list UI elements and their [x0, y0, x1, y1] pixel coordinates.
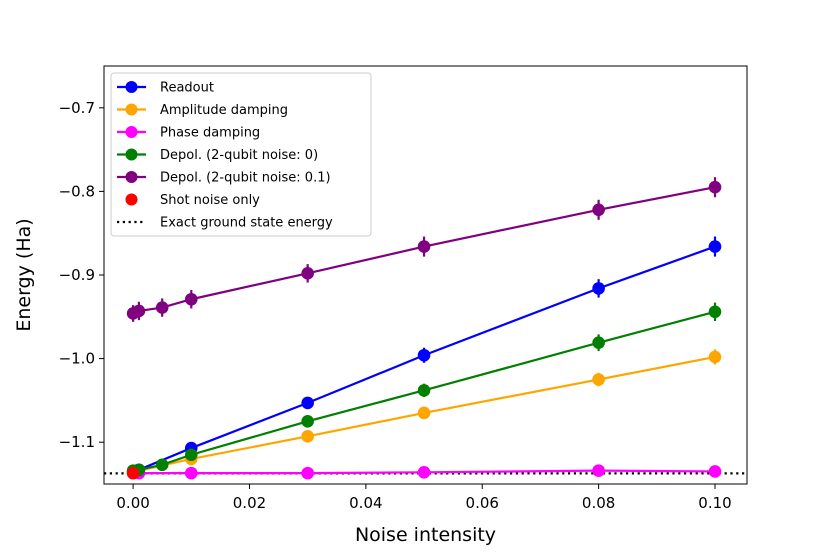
data-point	[417, 465, 431, 479]
legend-marker	[125, 103, 138, 116]
data-point	[708, 240, 722, 253]
series-0	[126, 236, 722, 478]
series-4	[126, 177, 722, 322]
legend-box	[110, 72, 372, 237]
data-point	[592, 203, 605, 217]
legend-entry-5: Shot noise only	[125, 193, 260, 208]
legend-label: Shot noise only	[160, 193, 260, 208]
legend-label: Exact ground state energy	[160, 216, 333, 231]
legend-label: Amplitude damping	[160, 103, 288, 118]
data-point	[184, 448, 198, 462]
data-point	[708, 350, 722, 364]
shot-noise-point	[126, 466, 140, 480]
legend-marker	[125, 193, 138, 206]
data-point	[301, 430, 314, 443]
x-tick-label: 0.08	[582, 494, 615, 512]
data-point	[155, 301, 169, 314]
legend-marker	[125, 171, 138, 183]
legend-entry-0: Readout	[117, 81, 214, 96]
data-point	[184, 292, 198, 306]
data-point	[708, 465, 722, 478]
series-1	[126, 349, 722, 479]
data-point	[592, 282, 605, 295]
legend-marker	[125, 81, 138, 93]
y-tick-label: −0.8	[59, 182, 95, 200]
x-tick-label: 0.04	[349, 494, 382, 512]
data-point	[417, 384, 431, 397]
legend-entry-6: Exact ground state energy	[117, 216, 333, 231]
legend-entry-1: Amplitude damping	[117, 103, 288, 118]
data-point	[592, 373, 605, 386]
data-point	[132, 304, 146, 318]
data-point	[417, 240, 431, 253]
x-tick-label: 0.02	[233, 494, 266, 512]
legend-label: Phase damping	[160, 126, 260, 141]
data-point	[301, 415, 314, 428]
x-tick-label: 0.00	[116, 494, 149, 512]
legend-label: Depol. (2-qubit noise: 0.1)	[160, 171, 331, 186]
legend-entry-2: Phase damping	[117, 126, 260, 141]
legend-entry-4: Depol. (2-qubit noise: 0.1)	[117, 171, 331, 186]
data-point	[592, 464, 605, 477]
legend-marker	[125, 148, 138, 161]
legend-marker	[125, 126, 138, 138]
data-point	[708, 180, 722, 194]
legend-entry-3: Depol. (2-qubit noise: 0)	[117, 148, 318, 163]
y-tick-label: −0.7	[59, 99, 95, 117]
y-tick-label: −0.9	[59, 266, 95, 284]
data-point	[301, 267, 314, 280]
data-point	[184, 466, 198, 480]
plot-area	[104, 177, 747, 480]
data-point	[592, 336, 605, 350]
x-axis-label: Noise intensity	[355, 524, 496, 546]
data-point	[708, 305, 722, 319]
data-point	[417, 406, 431, 420]
x-tick-label: 0.06	[466, 494, 499, 512]
y-tick-label: −1.0	[59, 350, 95, 368]
x-tick-label: 0.10	[698, 494, 731, 512]
data-point	[155, 458, 169, 472]
legend-label: Readout	[160, 81, 214, 96]
y-tick-label: −1.1	[59, 433, 95, 451]
series-3	[126, 302, 722, 477]
y-axis-label: Energy (Ha)	[13, 218, 35, 331]
data-point	[301, 466, 314, 480]
data-point	[301, 396, 314, 410]
data-point	[417, 348, 431, 362]
series-2	[126, 464, 722, 480]
legend-label: Depol. (2-qubit noise: 0)	[160, 148, 318, 163]
